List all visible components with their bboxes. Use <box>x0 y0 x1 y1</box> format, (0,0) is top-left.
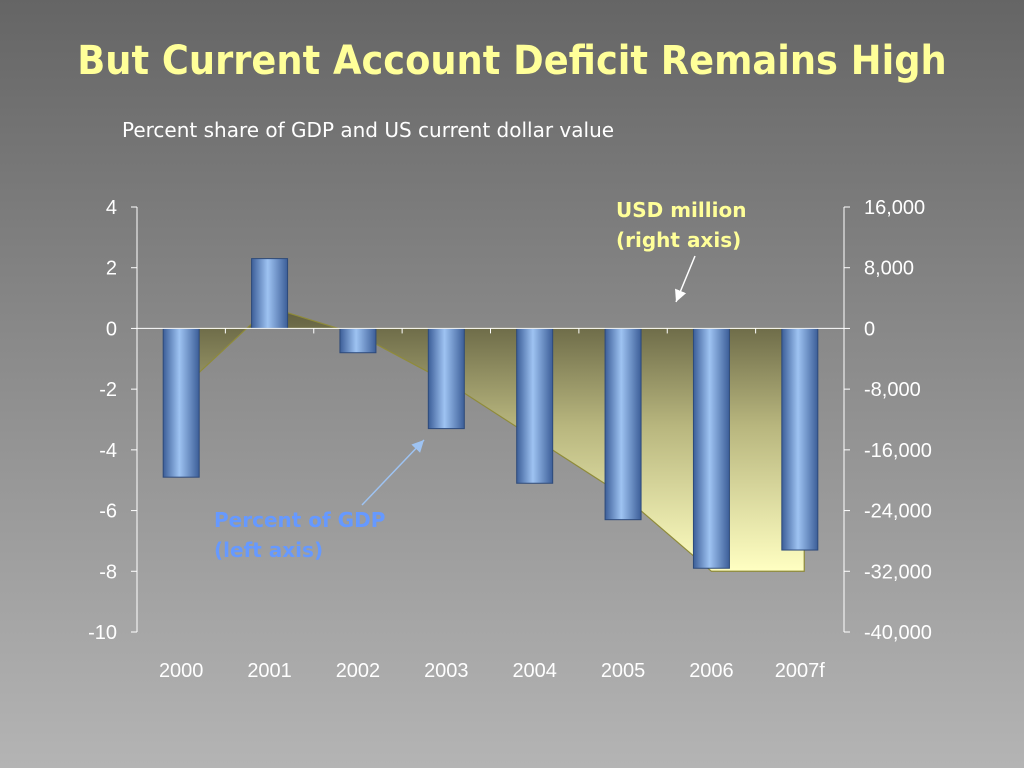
left-tick-label: -8 <box>99 561 117 583</box>
x-tick-label: 2005 <box>601 660 646 682</box>
x-tick-label: 2000 <box>159 660 204 682</box>
bar-2007f <box>781 327 819 551</box>
bar-2001 <box>251 258 289 329</box>
left-tick-label: 4 <box>106 197 117 219</box>
bar-2000 <box>162 327 200 478</box>
bar-2003 <box>427 327 465 430</box>
left-tick-label: 0 <box>106 318 117 340</box>
slide-title: But Current Account Deficit Remains High <box>77 38 947 84</box>
right-tick-label: 16,000 <box>864 197 925 219</box>
x-tick-label: 2006 <box>689 660 734 682</box>
right-tick-label: 8,000 <box>864 258 914 280</box>
bar-2005 <box>604 327 642 521</box>
left-tick-label: -10 <box>88 622 117 644</box>
usd-annotation-arrow <box>675 255 696 303</box>
x-tick-label: 2002 <box>336 660 381 682</box>
bar-2002 <box>339 327 377 354</box>
gdp-annotation-line1: Percent of GDP <box>214 508 385 532</box>
right-tick-label: -16,000 <box>864 440 932 462</box>
right-tick-label: -40,000 <box>864 622 932 644</box>
left-tick-label: -6 <box>99 501 117 523</box>
right-tick-label: -8,000 <box>864 379 921 401</box>
usd-annotation-line2: (right axis) <box>616 228 741 252</box>
bar-2004 <box>516 327 554 484</box>
gdp-annotation-arrow <box>361 439 425 506</box>
right-tick-label: -24,000 <box>864 501 932 523</box>
x-tick-label: 2004 <box>512 660 557 682</box>
x-tick-label: 2007f <box>775 660 825 682</box>
slide-subtitle: Percent share of GDP and US current doll… <box>122 118 615 142</box>
usd-annotation-line1: USD million <box>616 198 746 222</box>
x-tick-label: 2003 <box>424 660 469 682</box>
right-tick-label: -32,000 <box>864 561 932 583</box>
left-tick-label: -4 <box>99 440 117 462</box>
right-tick-label: 0 <box>864 318 875 340</box>
gdp-annotation-line2: (left axis) <box>214 538 323 562</box>
left-tick-label: -2 <box>99 379 117 401</box>
bar-2006 <box>692 327 730 569</box>
left-tick-label: 2 <box>106 258 117 280</box>
x-tick-label: 2001 <box>247 660 292 682</box>
